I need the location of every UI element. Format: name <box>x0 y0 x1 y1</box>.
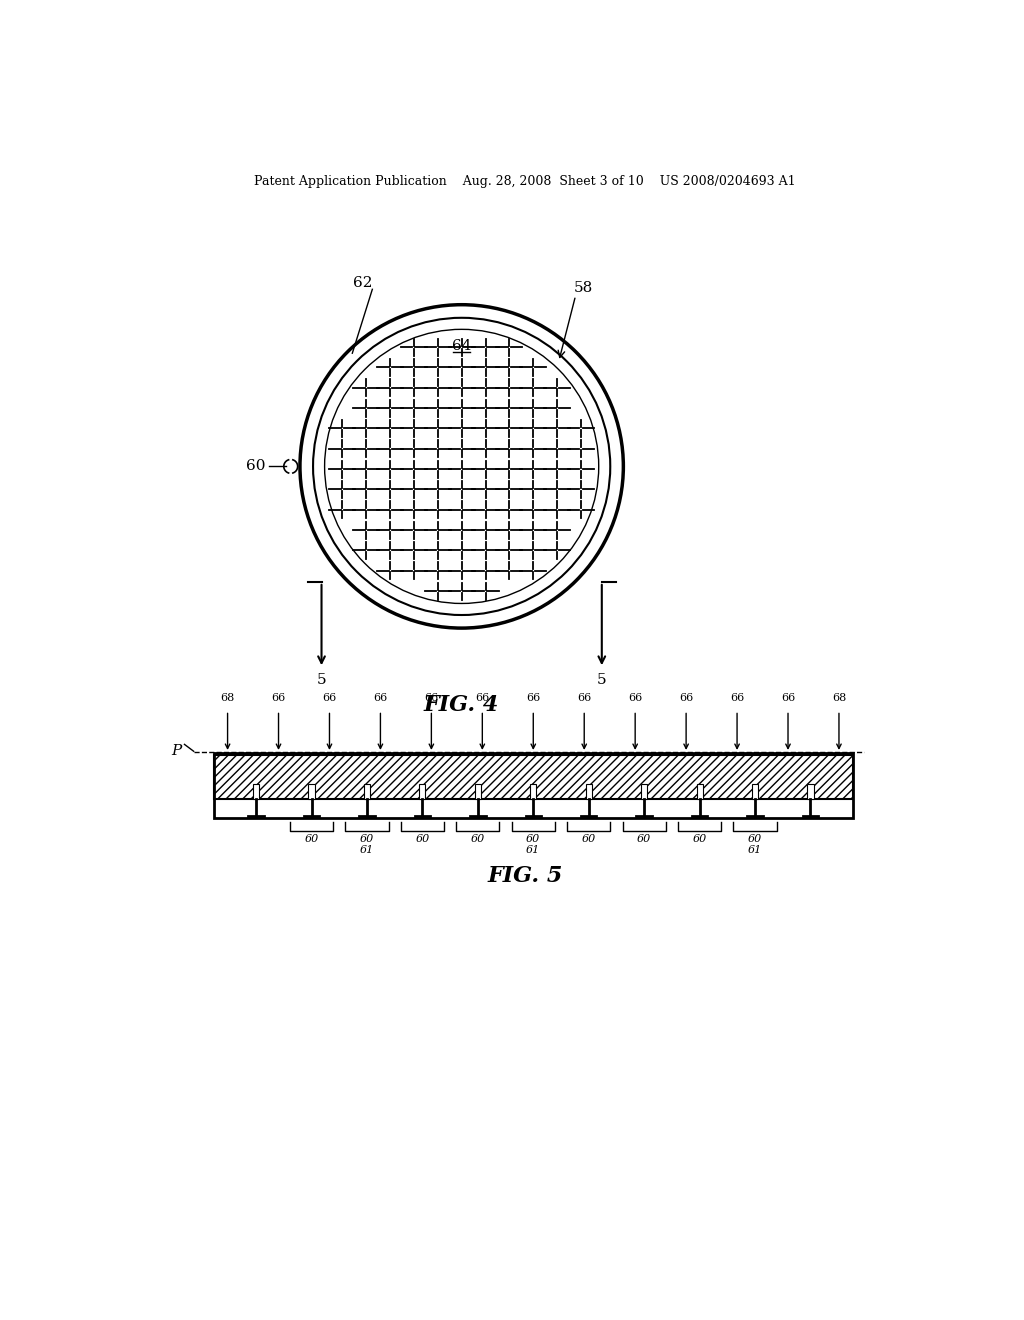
Text: 60: 60 <box>692 834 707 845</box>
Text: 66: 66 <box>628 693 642 702</box>
Bar <box>364 784 370 799</box>
Circle shape <box>325 330 599 603</box>
Text: Patent Application Publication    Aug. 28, 2008  Sheet 3 of 10    US 2008/020469: Patent Application Publication Aug. 28, … <box>254 176 796 187</box>
Text: 66: 66 <box>730 693 744 702</box>
Text: 61: 61 <box>526 845 541 855</box>
Text: 61: 61 <box>748 845 762 855</box>
Text: 66: 66 <box>271 693 286 702</box>
Text: 66: 66 <box>781 693 796 702</box>
Bar <box>752 784 758 799</box>
Bar <box>214 752 853 818</box>
Text: 66: 66 <box>475 693 489 702</box>
Circle shape <box>300 305 624 628</box>
Bar <box>214 755 853 799</box>
Text: 60: 60 <box>637 834 651 845</box>
Bar <box>530 784 537 799</box>
Text: 61: 61 <box>359 845 374 855</box>
Bar <box>419 784 425 799</box>
Text: 60: 60 <box>416 834 429 845</box>
Bar <box>696 784 702 799</box>
Text: 58: 58 <box>573 281 593 294</box>
Bar <box>586 784 592 799</box>
Bar <box>214 751 853 822</box>
Text: 66: 66 <box>578 693 591 702</box>
Text: 66: 66 <box>679 693 693 702</box>
Text: 5: 5 <box>597 673 606 688</box>
Text: 62: 62 <box>353 276 373 290</box>
Text: 68: 68 <box>220 693 234 702</box>
Text: 66: 66 <box>323 693 337 702</box>
Text: FIG. 4: FIG. 4 <box>424 694 500 717</box>
Bar <box>308 784 314 799</box>
Text: 64: 64 <box>452 339 471 354</box>
Text: 60: 60 <box>748 834 762 845</box>
Bar <box>641 784 647 799</box>
Text: 60: 60 <box>246 459 265 474</box>
Text: FIG. 5: FIG. 5 <box>487 865 562 887</box>
Bar <box>475 784 481 799</box>
Text: 60: 60 <box>526 834 541 845</box>
Text: 66: 66 <box>374 693 387 702</box>
Text: P: P <box>172 743 182 758</box>
Text: 66: 66 <box>526 693 541 702</box>
Text: 68: 68 <box>831 693 846 702</box>
Text: 60: 60 <box>359 834 374 845</box>
Bar <box>807 784 813 799</box>
Text: 66: 66 <box>424 693 438 702</box>
Bar <box>253 784 259 799</box>
Text: 60: 60 <box>471 834 485 845</box>
Text: 60: 60 <box>582 834 596 845</box>
Text: 60: 60 <box>304 834 318 845</box>
Text: 5: 5 <box>316 673 327 688</box>
